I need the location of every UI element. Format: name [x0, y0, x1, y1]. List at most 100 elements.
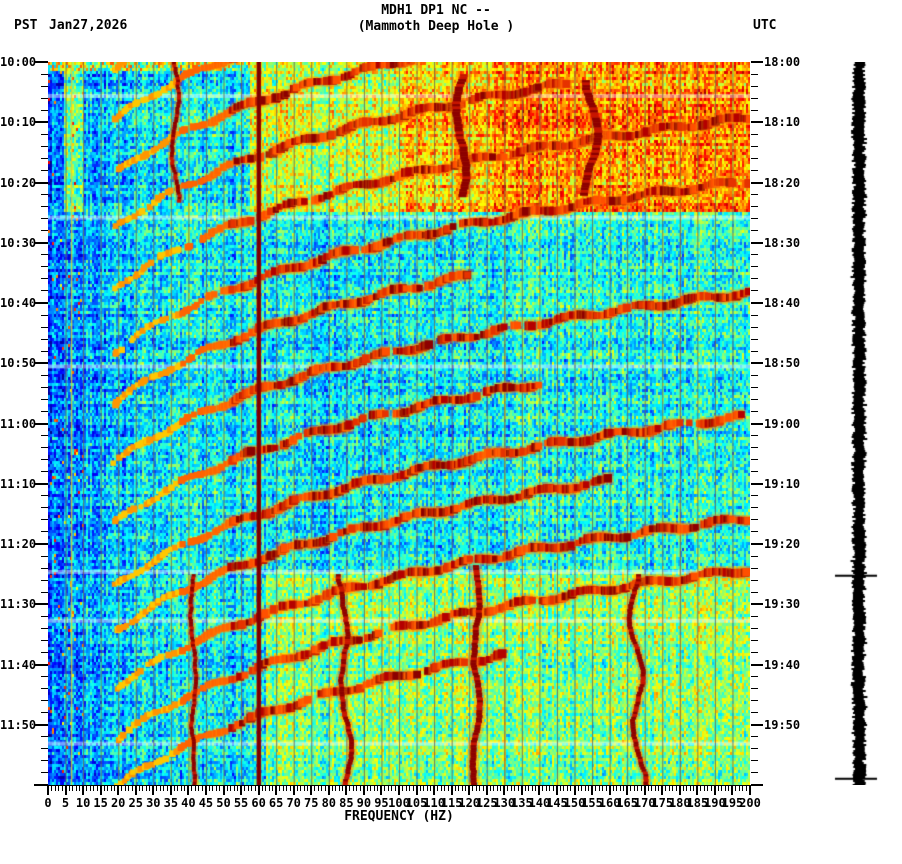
- time-tick-left: [34, 362, 48, 365]
- x-tick-label: 20: [110, 796, 126, 810]
- time-tick-left: [41, 350, 48, 352]
- x-tick-label: 175: [651, 796, 674, 810]
- freq-tick: [169, 786, 172, 795]
- freq-tick: [616, 786, 618, 791]
- right-time-label: 18:00: [764, 55, 801, 69]
- right-time-label: 18:10: [764, 115, 801, 130]
- time-tick-right: [751, 603, 763, 606]
- freq-tick: [310, 786, 313, 795]
- freq-tick: [538, 786, 541, 795]
- freq-tick: [514, 786, 516, 791]
- time-tick-left: [41, 326, 48, 328]
- time-tick-right: [751, 314, 758, 316]
- freq-tick: [163, 786, 165, 791]
- time-tick-right: [751, 230, 758, 232]
- station-subtitle: (Mammoth Deep Hole ): [357, 19, 515, 34]
- freq-tick: [335, 786, 337, 791]
- freq-tick: [128, 786, 130, 791]
- freq-tick: [549, 786, 551, 791]
- time-tick-right: [751, 278, 758, 280]
- time-tick-right: [751, 736, 758, 738]
- freq-tick: [461, 786, 463, 791]
- time-tick-right: [751, 639, 758, 641]
- x-tick-label: 125: [475, 796, 498, 810]
- right-time-label: 19:30: [764, 597, 801, 612]
- time-tick-right: [751, 772, 758, 774]
- right-time-label: 19:40: [764, 657, 801, 672]
- time-tick-right: [751, 73, 758, 75]
- freq-tick: [261, 786, 263, 791]
- time-tick-left: [41, 519, 48, 521]
- freq-tick: [47, 786, 49, 795]
- time-tick-right: [751, 567, 758, 569]
- time-tick-left: [41, 386, 48, 388]
- time-tick-right: [751, 97, 758, 99]
- time-tick-right: [751, 482, 763, 485]
- freq-tick: [131, 786, 133, 791]
- time-tick-right: [751, 507, 758, 509]
- freq-tick: [222, 786, 225, 795]
- x-tick-label: 195: [721, 796, 744, 810]
- left-time-label: 10:20: [0, 175, 37, 190]
- time-tick-left: [41, 374, 48, 376]
- freq-tick: [437, 786, 439, 791]
- freq-tick: [240, 786, 243, 795]
- time-tick-right: [751, 254, 758, 256]
- time-tick-left: [41, 435, 48, 437]
- x-tick-label: 45: [198, 796, 214, 810]
- x-tick-label: 15: [93, 796, 108, 810]
- time-tick-left: [41, 169, 48, 171]
- time-tick-right: [751, 700, 758, 702]
- freq-tick: [419, 786, 421, 791]
- freq-tick: [581, 786, 583, 791]
- freq-tick: [700, 786, 702, 791]
- left-time-label: 11:50: [0, 717, 37, 732]
- freq-tick: [356, 786, 358, 791]
- freq-tick: [219, 786, 221, 791]
- time-tick-left: [41, 266, 48, 268]
- freq-tick: [134, 786, 137, 795]
- time-tick-left: [41, 579, 48, 581]
- x-tick-label: 165: [616, 796, 638, 810]
- freq-tick: [314, 786, 316, 791]
- time-tick-left: [41, 109, 48, 111]
- freq-tick: [230, 786, 232, 791]
- freq-tick: [204, 786, 207, 795]
- time-tick-right: [751, 760, 758, 762]
- freq-tick: [724, 786, 726, 791]
- time-tick-left: [34, 723, 48, 726]
- time-tick-left: [41, 615, 48, 617]
- time-tick-left: [41, 85, 48, 87]
- x-tick-label: 85: [339, 796, 354, 810]
- freq-tick: [524, 786, 526, 791]
- freq-tick: [342, 786, 344, 791]
- freq-tick: [555, 786, 558, 795]
- freq-tick: [377, 786, 379, 791]
- freq-tick: [257, 786, 260, 795]
- freq-tick: [201, 786, 203, 791]
- time-tick-left: [41, 206, 48, 208]
- freq-tick: [507, 786, 509, 791]
- freq-tick: [728, 786, 730, 791]
- time-tick-left: [41, 157, 48, 159]
- station-title: MDH1 DP1 NC --: [381, 3, 491, 18]
- freq-tick: [387, 786, 389, 791]
- freq-tick: [362, 786, 365, 795]
- freq-tick: [602, 786, 604, 791]
- freq-tick: [177, 786, 179, 791]
- freq-tick: [159, 786, 161, 791]
- freq-tick: [156, 786, 158, 791]
- x-tick-label: 10: [75, 796, 91, 810]
- x-tick-label: 60: [251, 796, 266, 810]
- freq-tick: [114, 786, 116, 791]
- freq-tick: [668, 786, 670, 791]
- freq-tick: [64, 786, 67, 795]
- freq-tick: [99, 786, 102, 795]
- freq-tick: [96, 786, 98, 791]
- time-tick-left: [34, 302, 48, 304]
- freq-tick: [433, 786, 436, 795]
- freq-tick: [647, 786, 649, 791]
- freq-tick: [630, 786, 632, 791]
- freq-tick: [324, 786, 326, 791]
- freq-tick: [142, 786, 144, 791]
